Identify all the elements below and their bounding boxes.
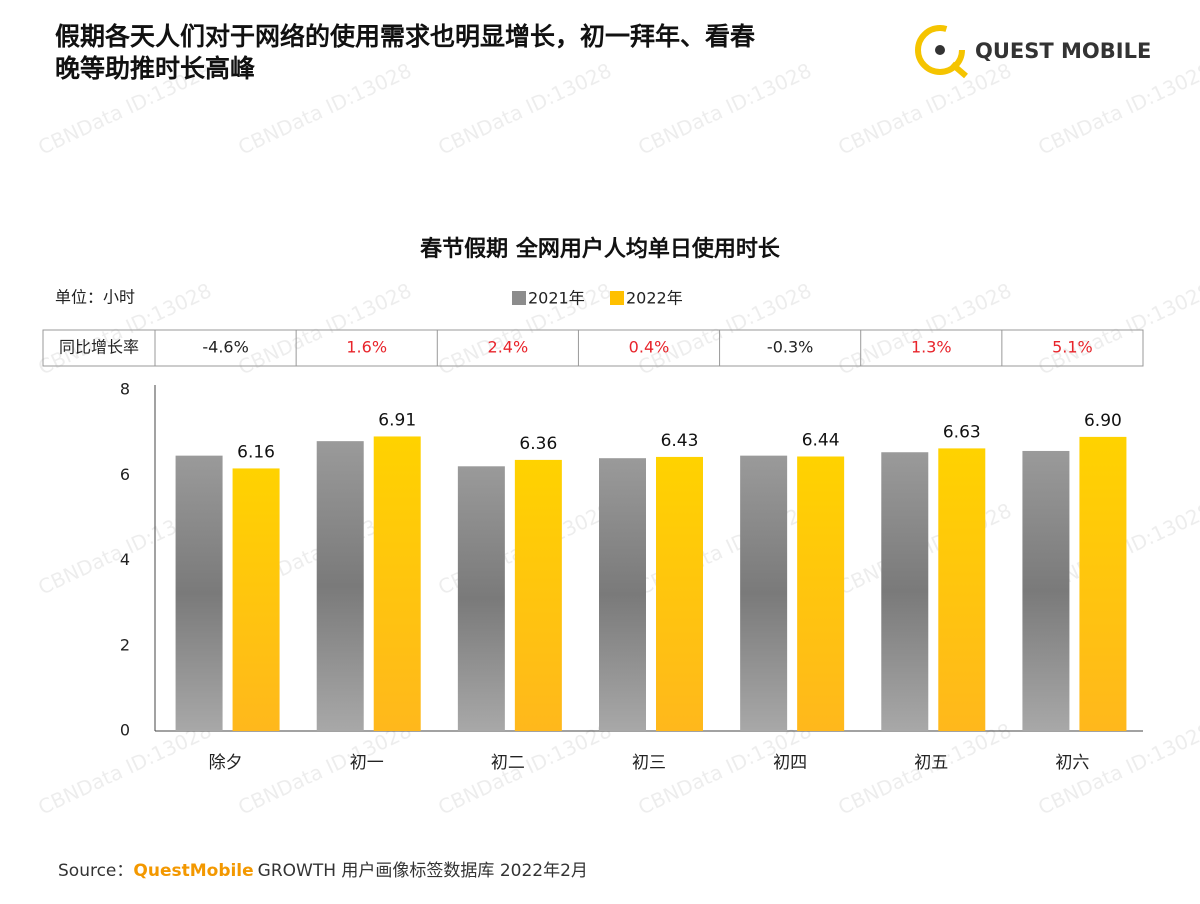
watermark: CBNData ID:13028 [1034, 58, 1200, 159]
x-tick-label: 初三 [632, 753, 666, 773]
legend-swatch [512, 291, 526, 305]
legend-swatch [610, 291, 624, 305]
chart-title: 春节假期 全网用户人均单日使用时长 [420, 236, 781, 262]
bar [316, 441, 364, 731]
unit-label: 单位：小时 [55, 288, 135, 307]
legend-label: 2021年 [528, 289, 585, 308]
y-tick-label: 0 [120, 721, 130, 740]
y-tick-label: 2 [120, 635, 130, 654]
growth-rate: -4.6% [202, 338, 248, 357]
x-tick-label: 初一 [350, 753, 384, 773]
bar [373, 436, 421, 731]
growth-rate: -0.3% [767, 338, 813, 357]
bar [656, 456, 703, 731]
data-label: 6.36 [519, 434, 557, 454]
bar [514, 459, 562, 731]
bar [232, 468, 280, 731]
title-line: 假期各天人们对于网络的使用需求也明显增长，初一拜年、看春 [55, 22, 755, 51]
watermark: CBNData ID:13028 [234, 58, 415, 159]
x-tick-label: 初四 [773, 753, 807, 773]
source-rest: GROWTH 用户画像标签数据库 2022年2月 [258, 861, 588, 881]
bar [881, 452, 929, 731]
x-tick-label: 初六 [1055, 753, 1089, 773]
growth-rate: 5.1% [1052, 338, 1093, 357]
y-tick-label: 8 [120, 380, 130, 399]
y-tick-label: 6 [120, 465, 130, 484]
growth-rate: 0.4% [629, 338, 670, 357]
bar [599, 458, 646, 731]
growth-rate: 1.6% [346, 338, 387, 357]
growth-rate: 1.3% [911, 338, 952, 357]
watermark: CBNData ID:13028 [834, 278, 1015, 379]
bar [1022, 450, 1070, 731]
data-label: 6.16 [237, 442, 275, 462]
watermark: CBNData ID:13028 [234, 718, 415, 819]
legend-label: 2022年 [626, 289, 683, 308]
data-label: 6.90 [1084, 411, 1122, 431]
source-brand: QuestMobile [133, 861, 253, 881]
data-label: 6.91 [378, 410, 416, 430]
logo-icon [915, 25, 968, 79]
watermark: CBNData ID:13028 [634, 58, 815, 159]
growth-rate: 2.4% [488, 338, 529, 357]
watermark: CBNData ID:13028 [1034, 278, 1200, 379]
x-tick-label: 初五 [914, 753, 948, 773]
title-line: 晚等助推时长高峰 [55, 54, 255, 83]
source-prefix: Source： [58, 861, 133, 881]
watermark: CBNData ID:13028 [234, 278, 415, 379]
x-tick-label: 除夕 [209, 753, 243, 773]
data-label: 6.63 [943, 422, 981, 442]
y-tick-label: 4 [120, 550, 130, 569]
bar [797, 456, 845, 731]
bar [457, 466, 505, 731]
data-label: 6.43 [661, 431, 699, 451]
watermark: CBNData ID:13028 [434, 58, 615, 159]
bar [938, 448, 986, 731]
bar [175, 455, 223, 731]
bar [1079, 436, 1127, 731]
x-tick-label: 初二 [491, 753, 525, 773]
bar [740, 455, 788, 731]
table-row-label: 同比增长率 [59, 338, 139, 357]
watermark: CBNData ID:13028 [834, 58, 1015, 159]
logo-text: QUEST MOBILE [975, 39, 1151, 63]
data-label: 6.44 [802, 430, 840, 450]
source: Source：QuestMobile GROWTH 用户画像标签数据库 2022年… [58, 861, 588, 881]
